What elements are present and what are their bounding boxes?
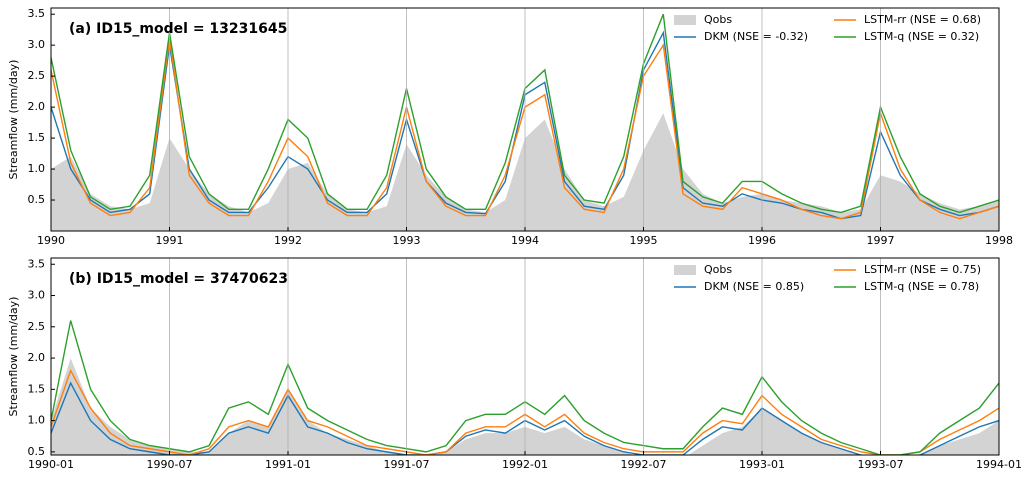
y-tick-label: 1.0	[28, 162, 46, 175]
y-axis-label: Streamflow (mm/day)	[7, 60, 20, 180]
legend-label: LSTM-rr (NSE = 0.68)	[864, 13, 981, 26]
y-tick-label: 2.0	[28, 100, 46, 113]
y-tick-label: 3.0	[28, 289, 46, 302]
y-tick-label: 3.0	[28, 38, 46, 51]
y-tick-label: 0.5	[28, 445, 46, 458]
legend-label: DKM (NSE = 0.85)	[704, 280, 804, 293]
x-tick-label: 1993-07	[858, 458, 904, 471]
y-tick-label: 1.5	[28, 382, 46, 395]
legend-label: DKM (NSE = -0.32)	[704, 30, 808, 43]
x-tick-label: 1996	[748, 234, 776, 247]
y-tick-label: 3.5	[28, 7, 46, 20]
y-tick-label: 3.5	[28, 257, 46, 270]
y-axis-label: Streamflow (mm/day)	[7, 297, 20, 417]
x-tick-label: 1992-01	[502, 458, 548, 471]
x-tick-label: 1991-07	[384, 458, 430, 471]
legend-label: LSTM-q (NSE = 0.32)	[864, 30, 979, 43]
legend-label: Qobs	[704, 263, 732, 276]
x-tick-label: 1993	[393, 234, 421, 247]
x-tick-label: 1994	[511, 234, 539, 247]
x-tick-label: 1992	[274, 234, 302, 247]
x-tick-label: 1990-07	[147, 458, 193, 471]
y-tick-label: 1.5	[28, 131, 46, 144]
y-tick-label: 1.0	[28, 414, 46, 427]
y-tick-label: 2.5	[28, 69, 46, 82]
y-tick-label: 0.5	[28, 193, 46, 206]
y-tick-label: 2.0	[28, 351, 46, 364]
x-tick-label: 1994-01	[976, 458, 1022, 471]
x-tick-label: 1991-01	[265, 458, 311, 471]
legend-label: LSTM-q (NSE = 0.78)	[864, 280, 979, 293]
x-tick-label: 1993-01	[739, 458, 785, 471]
x-tick-label: 1990	[37, 234, 65, 247]
y-tick-label: 2.5	[28, 320, 46, 333]
legend-swatch	[674, 15, 696, 25]
x-tick-label: 1997	[867, 234, 895, 247]
x-tick-label: 1995	[630, 234, 658, 247]
legend-swatch	[674, 265, 696, 275]
legend-label: LSTM-rr (NSE = 0.75)	[864, 263, 981, 276]
x-tick-label: 1998	[985, 234, 1013, 247]
annotation: (a) ID15_model = 13231645	[69, 21, 287, 37]
x-tick-label: 1990-01	[28, 458, 74, 471]
annotation: (b) ID15_model = 37470623	[69, 271, 288, 287]
axes-frame	[50, 7, 1000, 232]
axes-frame	[50, 257, 1000, 456]
legend-label: Qobs	[704, 13, 732, 26]
x-tick-label: 1991	[156, 234, 184, 247]
x-tick-label: 1992-07	[621, 458, 667, 471]
